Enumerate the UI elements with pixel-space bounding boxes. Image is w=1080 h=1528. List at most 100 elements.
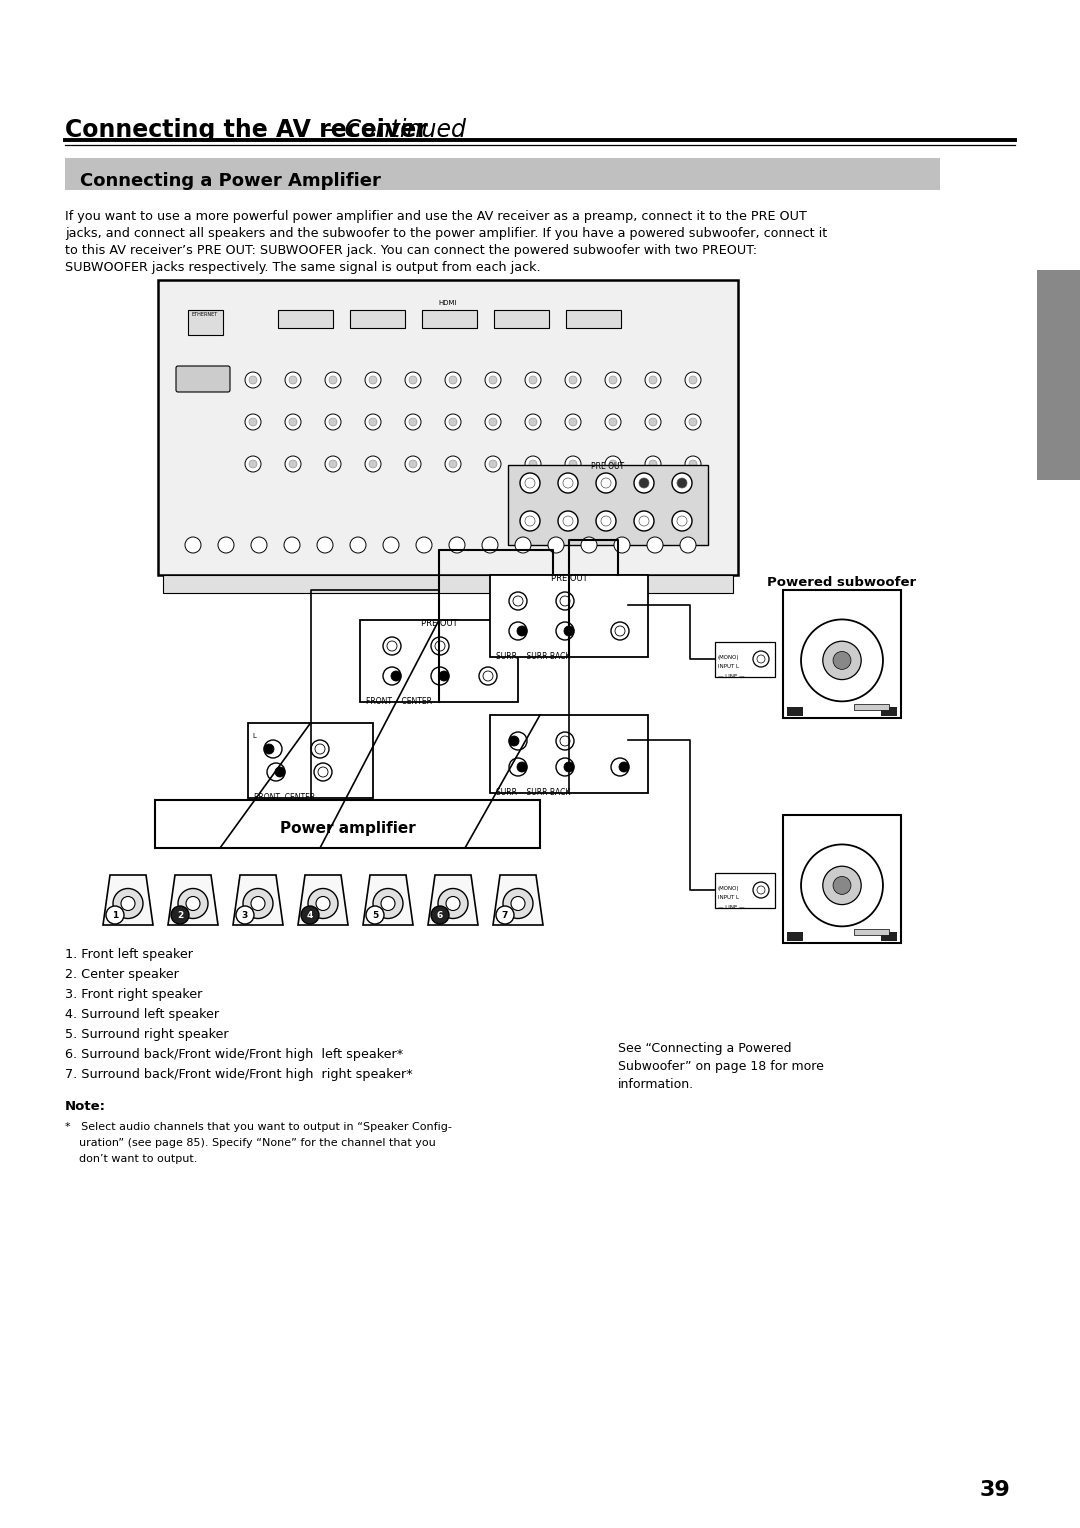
Circle shape: [311, 740, 329, 758]
Circle shape: [509, 736, 519, 746]
Text: 4. Surround left speaker: 4. Surround left speaker: [65, 1008, 219, 1021]
Text: HDMI: HDMI: [438, 299, 457, 306]
Text: 4: 4: [307, 911, 313, 920]
Text: 2. Center speaker: 2. Center speaker: [65, 969, 179, 981]
Circle shape: [449, 419, 457, 426]
Circle shape: [689, 419, 697, 426]
Circle shape: [318, 767, 328, 778]
Text: PRE OUT: PRE OUT: [551, 575, 588, 584]
Circle shape: [383, 536, 399, 553]
Circle shape: [509, 732, 527, 750]
Circle shape: [611, 622, 629, 640]
Circle shape: [446, 897, 460, 911]
Circle shape: [245, 414, 261, 429]
Circle shape: [438, 888, 468, 918]
Circle shape: [649, 419, 657, 426]
Circle shape: [325, 371, 341, 388]
Circle shape: [405, 414, 421, 429]
Circle shape: [350, 536, 366, 553]
Circle shape: [275, 767, 285, 778]
Text: See “Connecting a Powered: See “Connecting a Powered: [618, 1042, 792, 1054]
Circle shape: [823, 866, 861, 905]
Circle shape: [438, 671, 449, 681]
Circle shape: [318, 536, 333, 553]
Circle shape: [435, 642, 445, 651]
Polygon shape: [103, 876, 153, 924]
Text: INPUT L: INPUT L: [718, 665, 739, 669]
Circle shape: [525, 414, 541, 429]
Circle shape: [677, 478, 687, 487]
Circle shape: [569, 419, 577, 426]
Text: INPUT L: INPUT L: [718, 895, 739, 900]
Circle shape: [511, 897, 525, 911]
Circle shape: [509, 591, 527, 610]
Circle shape: [689, 460, 697, 468]
Circle shape: [289, 419, 297, 426]
Circle shape: [649, 376, 657, 384]
Circle shape: [672, 474, 692, 494]
Circle shape: [565, 414, 581, 429]
Polygon shape: [492, 876, 543, 924]
Bar: [854, 704, 889, 711]
Circle shape: [301, 906, 319, 924]
Circle shape: [416, 536, 432, 553]
Circle shape: [561, 736, 570, 746]
Text: to this AV receiver’s PRE OUT: SUBWOOFER jack. You can connect the powered subwo: to this AV receiver’s PRE OUT: SUBWOOFER…: [65, 244, 757, 257]
Circle shape: [615, 626, 625, 636]
Circle shape: [496, 906, 514, 924]
Circle shape: [525, 478, 535, 487]
Text: (MONO): (MONO): [718, 656, 740, 660]
Bar: [783, 590, 901, 718]
Circle shape: [237, 906, 254, 924]
Circle shape: [556, 732, 573, 750]
Text: — LINE —: — LINE —: [718, 674, 744, 678]
Circle shape: [619, 762, 629, 772]
Circle shape: [369, 460, 377, 468]
Circle shape: [383, 668, 401, 685]
Text: information.: information.: [618, 1077, 694, 1091]
Circle shape: [369, 419, 377, 426]
Bar: [783, 814, 901, 943]
Text: 6: 6: [437, 911, 443, 920]
Circle shape: [329, 376, 337, 384]
Circle shape: [823, 642, 861, 680]
Circle shape: [596, 474, 616, 494]
Circle shape: [383, 637, 401, 656]
Circle shape: [581, 536, 597, 553]
Circle shape: [639, 516, 649, 526]
Circle shape: [565, 455, 581, 472]
Bar: [422, 310, 477, 329]
Circle shape: [600, 516, 611, 526]
Circle shape: [409, 460, 417, 468]
Circle shape: [267, 762, 285, 781]
Circle shape: [672, 510, 692, 532]
Circle shape: [431, 668, 449, 685]
Circle shape: [485, 371, 501, 388]
Bar: [715, 872, 775, 908]
Circle shape: [381, 897, 395, 911]
Circle shape: [611, 758, 629, 776]
Circle shape: [833, 877, 851, 894]
Circle shape: [185, 536, 201, 553]
Polygon shape: [428, 876, 478, 924]
Circle shape: [391, 671, 401, 681]
Circle shape: [325, 414, 341, 429]
Text: Power amplifier: Power amplifier: [280, 821, 416, 836]
Circle shape: [178, 888, 208, 918]
Circle shape: [558, 510, 578, 532]
Circle shape: [649, 460, 657, 468]
Circle shape: [833, 651, 851, 669]
Circle shape: [609, 460, 617, 468]
Bar: [494, 310, 549, 329]
Circle shape: [314, 762, 332, 781]
Circle shape: [405, 371, 421, 388]
Circle shape: [685, 414, 701, 429]
Text: If you want to use a more powerful power amplifier and use the AV receiver as a : If you want to use a more powerful power…: [65, 209, 807, 223]
Circle shape: [801, 845, 883, 926]
Circle shape: [509, 622, 527, 640]
Text: 3. Front right speaker: 3. Front right speaker: [65, 989, 202, 1001]
Circle shape: [243, 888, 273, 918]
Bar: [787, 707, 804, 717]
Circle shape: [285, 455, 301, 472]
Circle shape: [600, 478, 611, 487]
